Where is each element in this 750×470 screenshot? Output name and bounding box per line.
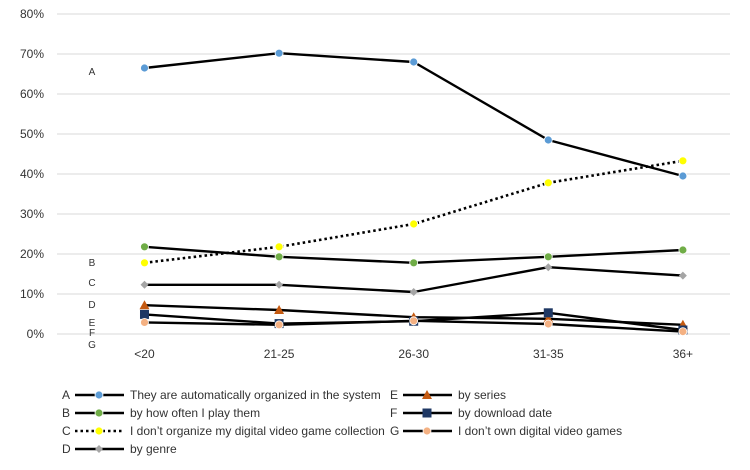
data-point <box>409 57 419 67</box>
data-point <box>678 327 688 337</box>
legend-swatch-marker <box>422 426 432 436</box>
data-point <box>678 156 688 166</box>
data-point <box>543 308 553 318</box>
legend-swatch-marker <box>94 408 104 418</box>
legend-letter: G <box>390 424 399 438</box>
legend-label: by genre <box>130 442 177 456</box>
x-axis: <20 21-25 26-30 31-35 36+ <box>134 347 693 361</box>
data-point <box>274 320 284 330</box>
line-label: B <box>89 258 96 269</box>
data-point <box>543 135 553 145</box>
legend-label: by download date <box>458 406 552 420</box>
data-point <box>678 245 688 255</box>
data-point <box>544 263 553 272</box>
legend-letter: F <box>390 406 397 420</box>
y-tick-label: 50% <box>20 127 44 141</box>
data-point <box>543 252 553 262</box>
series-A <box>140 48 688 181</box>
legend-letter: A <box>62 388 70 402</box>
line-label: G <box>88 340 96 351</box>
data-point <box>140 280 149 289</box>
legend-label: by series <box>458 388 506 402</box>
data-point <box>139 300 150 310</box>
data-point <box>274 48 284 58</box>
data-point <box>140 258 149 268</box>
x-tick-label: 21-25 <box>264 347 295 361</box>
y-tick-label: 70% <box>20 47 44 61</box>
gridlines: 0% 10% 20% 30% 40% 50% 60% 70% 80% <box>20 7 730 341</box>
y-tick-label: 10% <box>20 287 44 301</box>
x-tick-label: 26-30 <box>398 347 429 361</box>
x-tick-label: 36+ <box>673 347 693 361</box>
y-tick-label: 0% <box>27 327 45 341</box>
data-point <box>139 309 149 319</box>
legend-swatch-marker <box>94 426 104 436</box>
data-point <box>543 319 553 329</box>
legend: A They are automatically organized in the… <box>62 388 622 456</box>
y-tick-label: 20% <box>20 247 44 261</box>
legend-letter: D <box>62 442 71 456</box>
data-point <box>543 178 553 188</box>
data-point <box>409 258 419 268</box>
legend-label: They are automatically organized in the … <box>130 388 381 402</box>
data-point <box>678 171 688 181</box>
legend-label: I don’t own digital video games <box>458 424 622 438</box>
series-C <box>140 156 688 268</box>
line-label: E <box>89 318 96 329</box>
legend-item: G I don’t own digital video games <box>390 424 622 438</box>
legend-item: A They are automatically organized in the… <box>62 388 381 402</box>
legend-letter: B <box>62 406 70 420</box>
legend-item: C I don’t organize my digital video game … <box>62 424 385 438</box>
y-tick-label: 30% <box>20 207 44 221</box>
series-D <box>140 263 687 296</box>
x-tick-label: 31-35 <box>533 347 564 361</box>
line-label: C <box>88 278 95 289</box>
legend-swatch-marker <box>422 408 432 418</box>
data-point <box>409 219 419 229</box>
data-point <box>409 316 419 326</box>
y-tick-label: 80% <box>20 7 44 21</box>
legend-swatch-marker <box>95 445 103 453</box>
line-label: A <box>89 67 96 78</box>
legend-swatch-marker <box>422 390 432 399</box>
legend-label: I don’t organize my digital video game c… <box>130 424 385 438</box>
legend-label: by how often I play them <box>130 406 260 420</box>
data-point <box>274 252 284 262</box>
legend-swatch-marker <box>94 390 104 400</box>
data-point <box>140 242 149 252</box>
series-line <box>144 52 684 178</box>
line-label: F <box>89 328 95 339</box>
legend-letter: E <box>390 388 398 402</box>
line-label: D <box>88 300 95 311</box>
data-point <box>274 242 284 252</box>
series-line <box>144 159 684 265</box>
legend-letter: C <box>62 424 71 438</box>
data-point <box>275 280 284 289</box>
y-tick-label: 40% <box>20 167 44 181</box>
series-B <box>140 242 688 268</box>
data-point <box>678 271 687 280</box>
data-point <box>274 305 285 314</box>
data-point <box>409 288 418 296</box>
x-tick-label: <20 <box>134 347 155 361</box>
series-G <box>140 316 688 337</box>
data-point <box>140 317 149 327</box>
y-tick-label: 60% <box>20 87 44 101</box>
data-point <box>140 63 149 73</box>
